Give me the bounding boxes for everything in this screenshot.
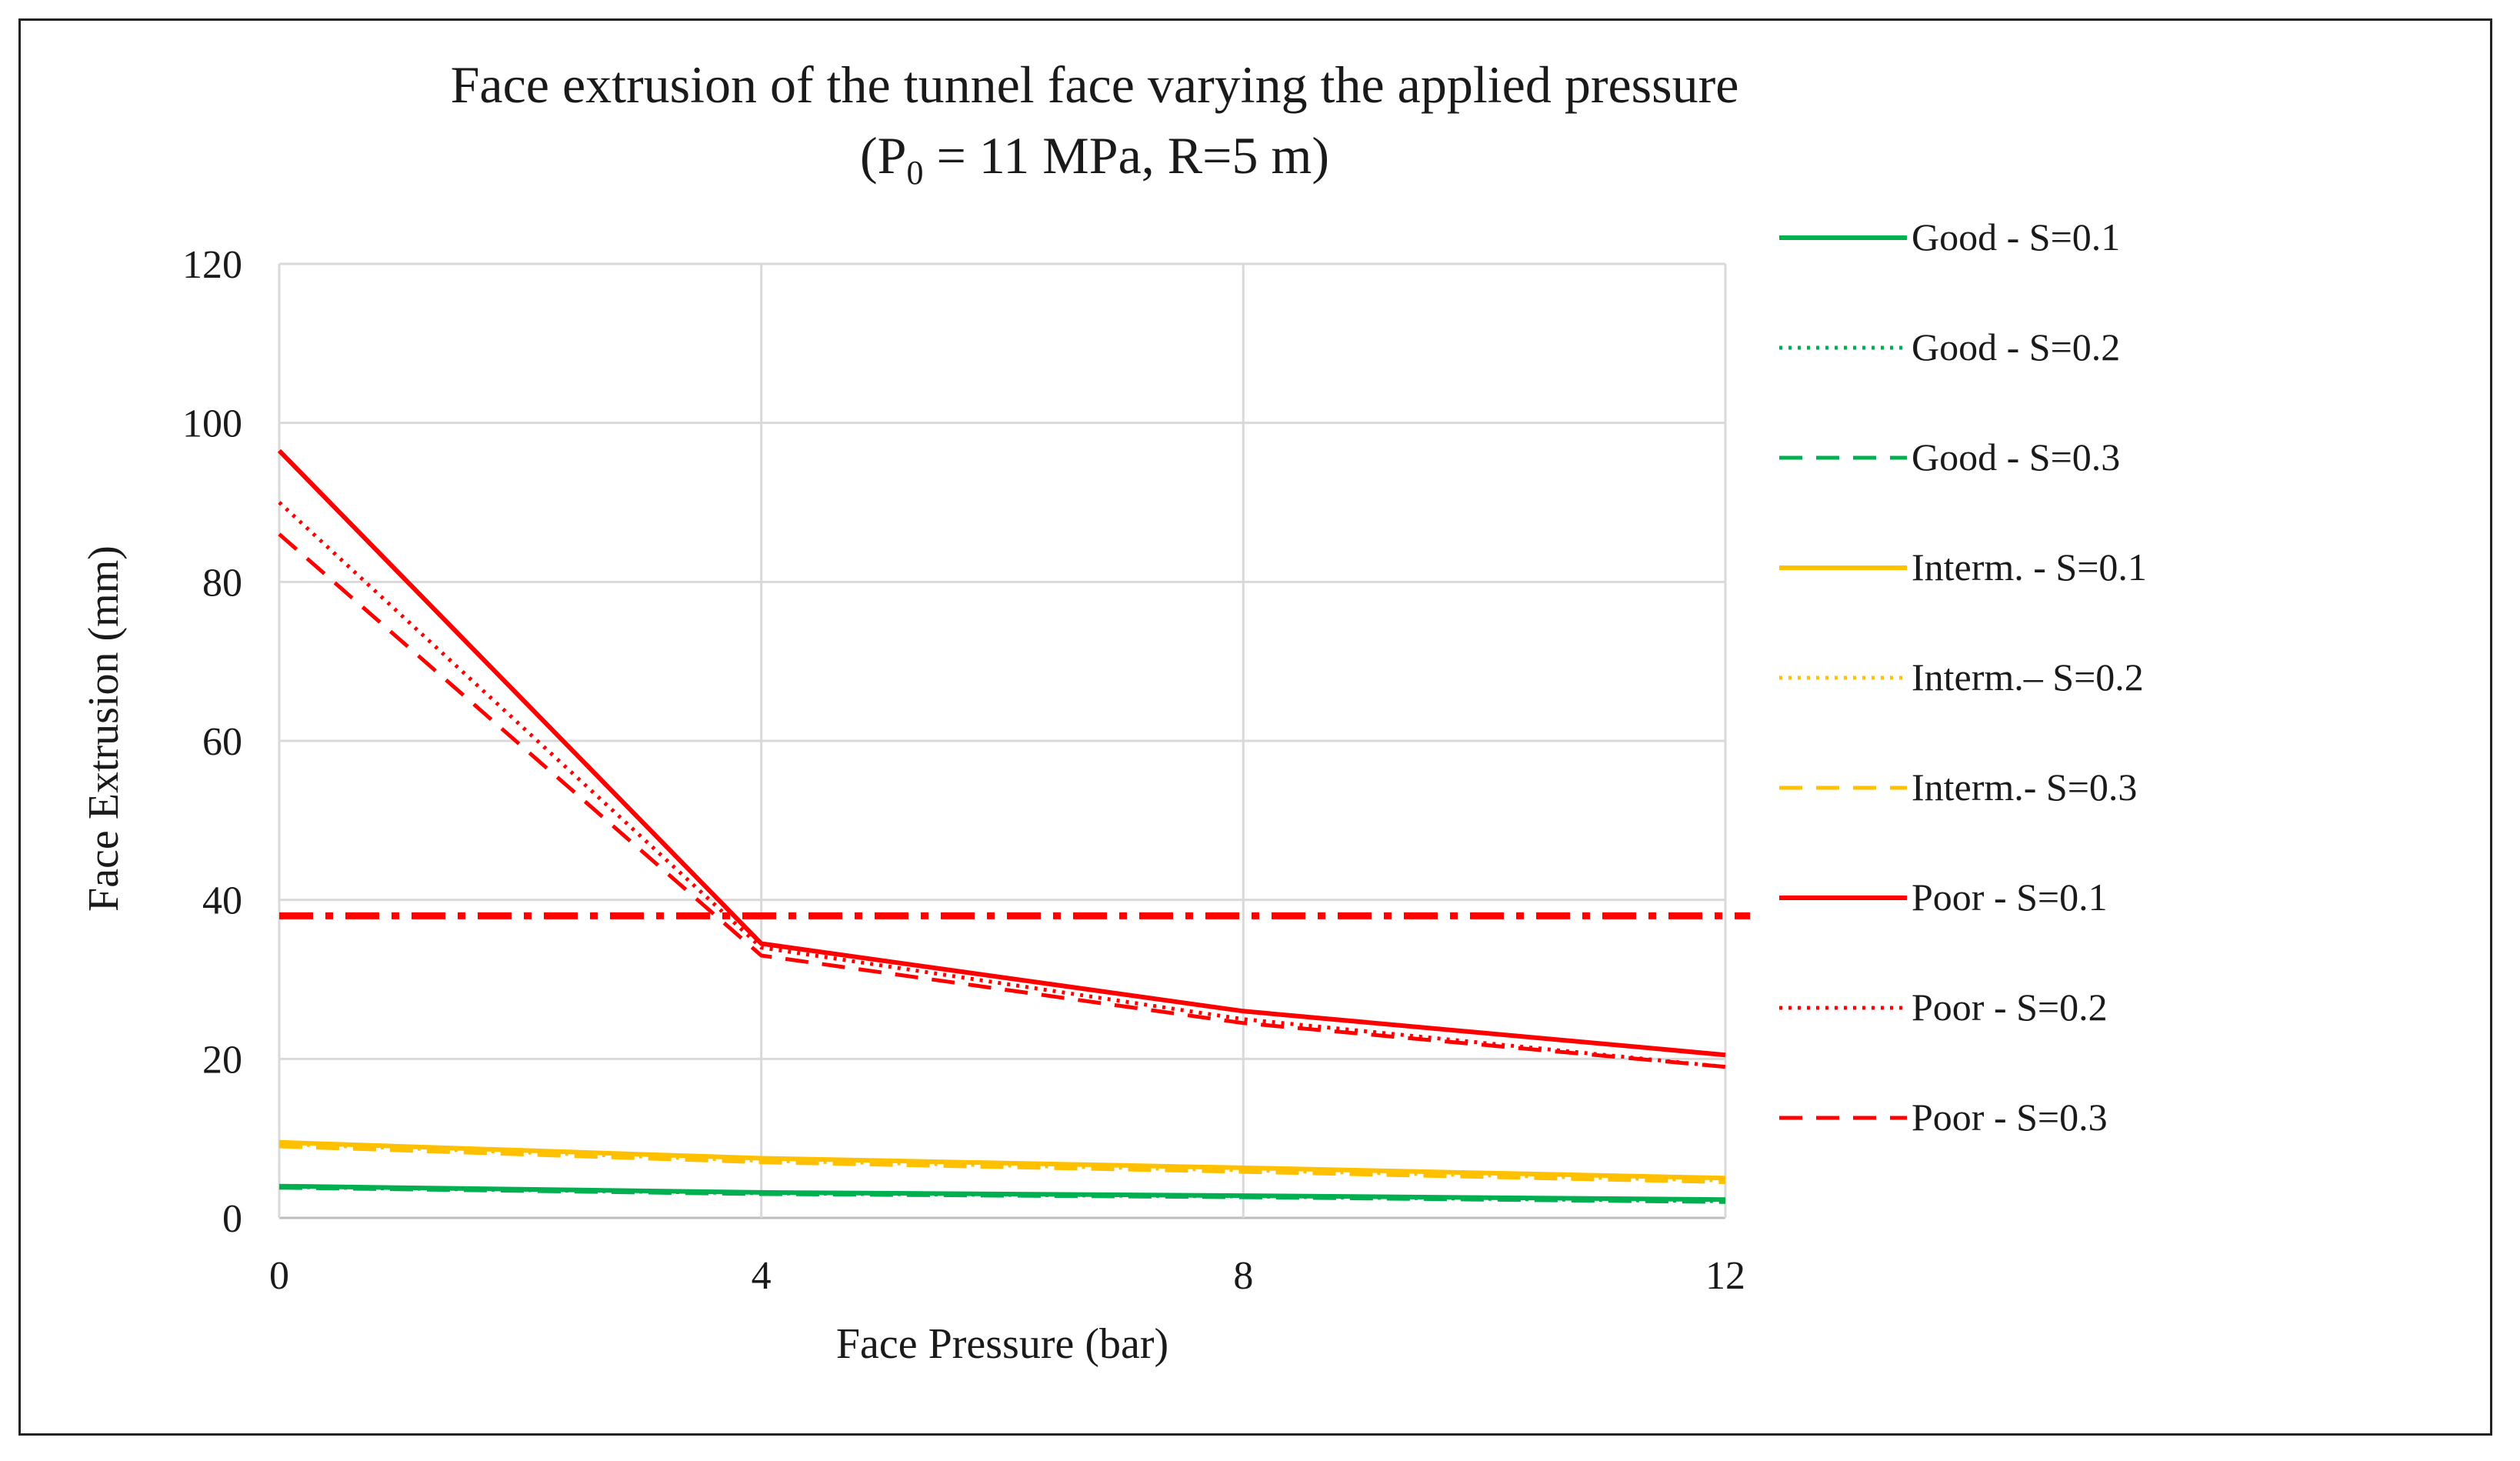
series-line (278, 1139, 1726, 1181)
legend-label: Interm.– S=0.2 (1912, 655, 2144, 699)
legend-label: Interm. - S=0.1 (1912, 545, 2147, 589)
x-tick-label: 4 (752, 1254, 772, 1298)
legend-label: Interm.- S=0.3 (1912, 766, 2137, 809)
x-tick-label: 8 (1233, 1254, 1253, 1298)
x-axis-title: Face Pressure (bar) (836, 1320, 1168, 1368)
x-tick-label: 12 (1705, 1254, 1745, 1298)
legend-label: Good - S=0.1 (1912, 215, 2120, 259)
legend-label: Good - S=0.3 (1912, 435, 2120, 479)
series-lines (277, 449, 1726, 1204)
legend-label: Poor - S=0.1 (1912, 876, 2108, 919)
gridlines (278, 262, 1727, 1219)
x-tick-label: 0 (269, 1254, 289, 1298)
y-tick-label: 120 (182, 243, 242, 287)
face-extrusion-chart: Face extrusion of the tunnel face varyin… (80, 55, 2147, 1368)
title-line2-prefix: (P (860, 126, 906, 185)
series-line (278, 1142, 1726, 1182)
y-tick-label: 60 (202, 720, 242, 764)
chart-title-line1: Face extrusion of the tunnel face varyin… (451, 55, 1739, 114)
y-tick-label: 0 (222, 1197, 242, 1241)
y-tick-label: 100 (182, 402, 242, 446)
series-line (278, 532, 1726, 1069)
legend: Good - S=0.1 Good - S=0.2 Good - S=0.3 Inte… (1779, 215, 2147, 1139)
y-tick-labels: 0 20 40 60 80 100 120 (182, 243, 242, 1241)
x-tick-labels: 0 4 8 12 (269, 1254, 1745, 1298)
y-tick-label: 20 (202, 1038, 242, 1082)
series-line (278, 1186, 1726, 1204)
chart-title-line2: (P0 = 11 MPa, R=5 m) (860, 126, 1329, 192)
legend-label: Poor - S=0.2 (1912, 986, 2108, 1029)
title-line2-subscript: 0 (906, 154, 923, 192)
y-axis-title: Face Extrusion (mm) (80, 545, 128, 912)
y-tick-label: 80 (202, 561, 242, 605)
chart-frame: Face extrusion of the tunnel face varyin… (18, 18, 2492, 1436)
title-line2-suffix: = 11 MPa, R=5 m) (923, 126, 1329, 185)
legend-label: Good - S=0.2 (1912, 325, 2120, 369)
series-line (278, 1144, 1726, 1184)
series-line (277, 449, 1726, 1058)
legend-label: Poor - S=0.3 (1912, 1096, 2108, 1139)
series-line (278, 501, 1726, 1069)
y-tick-label: 40 (202, 879, 242, 923)
